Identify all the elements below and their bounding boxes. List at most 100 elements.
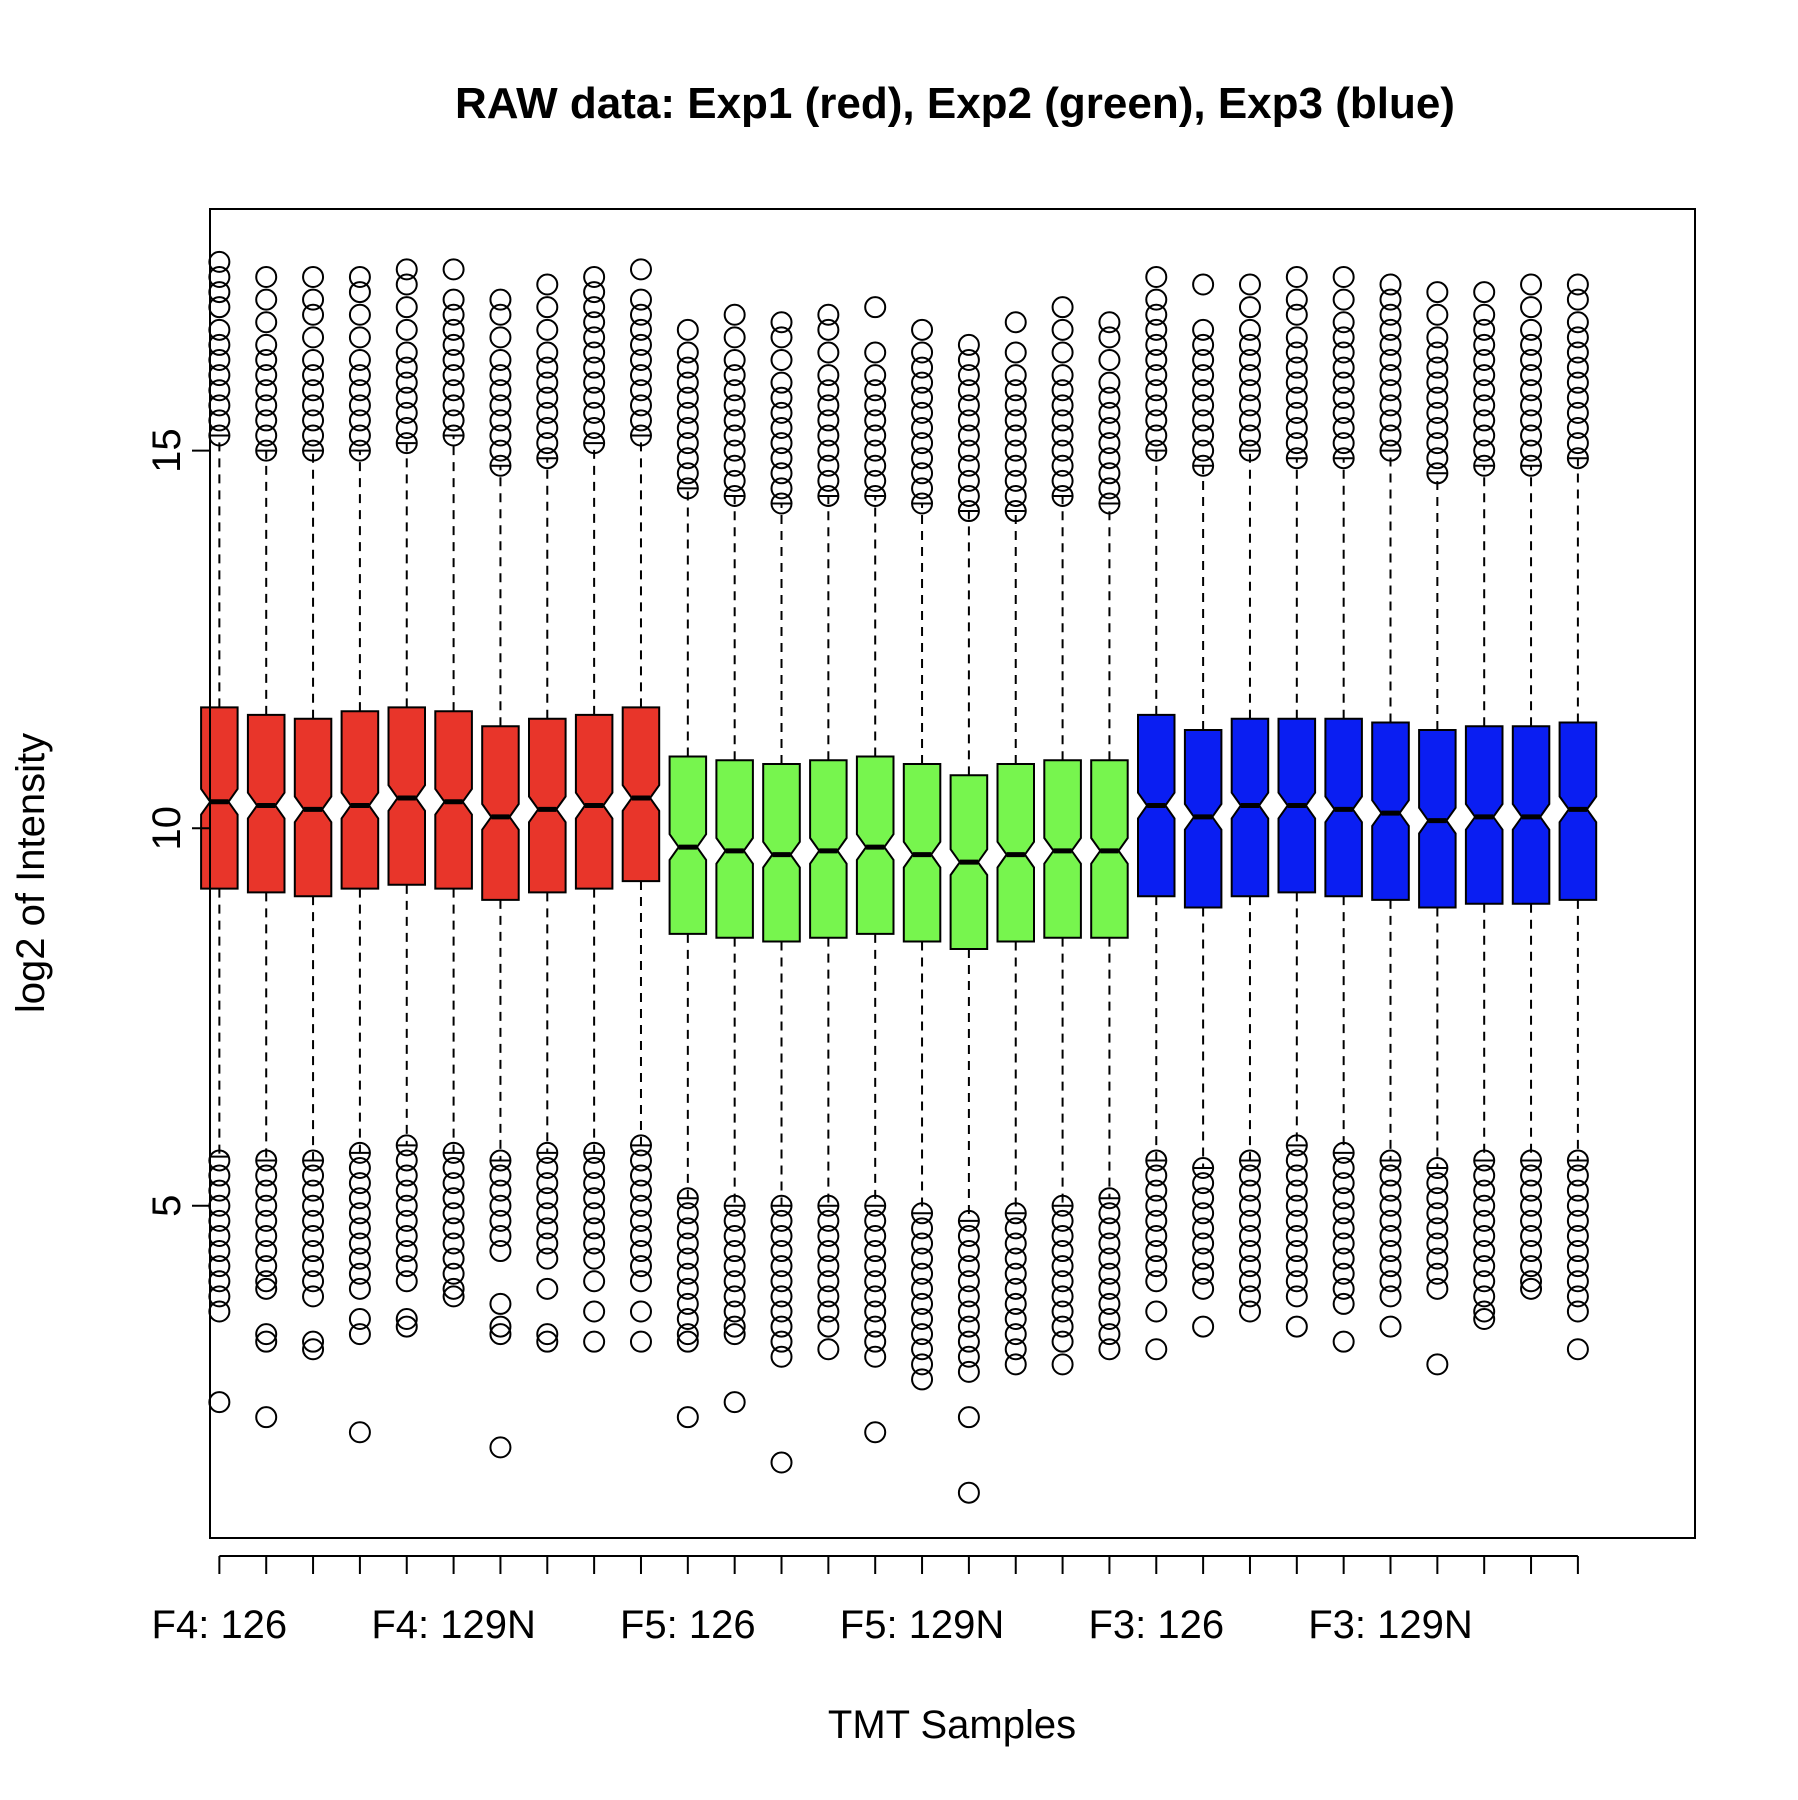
outlier-point xyxy=(255,1240,278,1263)
outlier-point xyxy=(1145,1209,1168,1232)
outlier-point xyxy=(536,356,559,379)
outlier-point xyxy=(1566,416,1589,439)
outlier-point xyxy=(536,1172,559,1195)
outlier-point xyxy=(864,1255,887,1278)
outlier-point xyxy=(1098,1232,1121,1255)
outlier-point xyxy=(255,394,278,417)
outlier-point xyxy=(817,1285,840,1308)
outlier-point xyxy=(1098,1277,1121,1300)
outlier-point xyxy=(583,341,606,364)
outlier-point xyxy=(629,1149,652,1172)
box-18 xyxy=(996,311,1035,1376)
outlier-point xyxy=(1332,1277,1355,1300)
outlier-point xyxy=(1145,1149,1168,1172)
outlier-point xyxy=(255,1149,278,1172)
outlier-point xyxy=(442,394,465,417)
outlier-point xyxy=(864,1209,887,1232)
outlier-point xyxy=(1426,401,1449,424)
outlier-point xyxy=(911,386,934,409)
outlier-point xyxy=(1238,349,1261,372)
outlier-point xyxy=(255,1194,278,1217)
outlier-point xyxy=(864,409,887,432)
outlier-point xyxy=(911,1368,934,1391)
outlier-point xyxy=(817,439,840,462)
outlier-point xyxy=(1004,424,1027,447)
outlier-point xyxy=(1426,1187,1449,1210)
outlier-point xyxy=(1051,296,1074,319)
y-tick-label: 15 xyxy=(145,428,189,473)
outlier-point xyxy=(1379,273,1402,296)
outlier-point xyxy=(1238,1194,1261,1217)
outlier-point xyxy=(770,1285,793,1308)
outlier-point xyxy=(629,1134,652,1157)
outlier-point xyxy=(770,1255,793,1278)
outlier-point xyxy=(957,409,980,432)
plot-area xyxy=(200,250,1598,1504)
outlier-point xyxy=(1426,1353,1449,1376)
outlier-point xyxy=(676,1187,699,1210)
outlier-point xyxy=(1566,1255,1589,1278)
outlier-point xyxy=(1520,1209,1543,1232)
outlier-point xyxy=(302,303,325,326)
outlier-point xyxy=(1473,424,1496,447)
outlier-point xyxy=(1192,273,1215,296)
outlier-point xyxy=(770,1209,793,1232)
outlier-point xyxy=(302,364,325,387)
outlier-point xyxy=(676,416,699,439)
box-8 xyxy=(528,273,567,1353)
outlier-point xyxy=(957,469,980,492)
outlier-point xyxy=(1520,1277,1543,1300)
outlier-point xyxy=(1566,1285,1589,1308)
outlier-point xyxy=(1426,341,1449,364)
outlier-point xyxy=(1473,1149,1496,1172)
outlier-point xyxy=(536,273,559,296)
outlier-point xyxy=(1098,1202,1121,1225)
outlier-point xyxy=(348,439,371,462)
outlier-point xyxy=(723,1270,746,1293)
outlier-point xyxy=(395,371,418,394)
outlier-point xyxy=(208,318,231,341)
outlier-point xyxy=(911,1323,934,1346)
outlier-point xyxy=(1192,409,1215,432)
outlier-point xyxy=(1473,1194,1496,1217)
outlier-point xyxy=(1145,303,1168,326)
outlier-point xyxy=(817,1270,840,1293)
box-11 xyxy=(668,318,708,1429)
outlier-point xyxy=(1051,394,1074,417)
outlier-point xyxy=(1566,1300,1589,1323)
outlier-point xyxy=(957,1285,980,1308)
outlier-point xyxy=(1520,333,1543,356)
outlier-point xyxy=(583,1270,606,1293)
outlier-point xyxy=(676,432,699,455)
outlier-point xyxy=(348,349,371,372)
outlier-point xyxy=(676,341,699,364)
outlier-point xyxy=(1332,1156,1355,1179)
outlier-point xyxy=(723,1255,746,1278)
box-2 xyxy=(246,265,286,1429)
outlier-point xyxy=(1285,341,1308,364)
outlier-point xyxy=(864,1194,887,1217)
outlier-point xyxy=(723,379,746,402)
outlier-point xyxy=(1426,371,1449,394)
outlier-point xyxy=(583,401,606,424)
outlier-point xyxy=(911,416,934,439)
outlier-point xyxy=(1285,1240,1308,1263)
outlier-point xyxy=(1192,424,1215,447)
outlier-point xyxy=(536,1141,559,1164)
outlier-point xyxy=(1098,477,1121,500)
outlier-point xyxy=(629,333,652,356)
outlier-point xyxy=(1238,1255,1261,1278)
outlier-point xyxy=(442,288,465,311)
outlier-point xyxy=(1426,462,1449,485)
outlier-point xyxy=(957,1209,980,1232)
box-body xyxy=(621,706,661,883)
outlier-point xyxy=(536,447,559,470)
outlier-point xyxy=(255,1323,278,1346)
outlier-point xyxy=(1379,1224,1402,1247)
outlier-point xyxy=(348,1262,371,1285)
outlier-point xyxy=(911,1308,934,1331)
outlier-point xyxy=(1285,1224,1308,1247)
outlier-point xyxy=(302,1285,325,1308)
outlier-point xyxy=(629,288,652,311)
box-26 xyxy=(1371,273,1410,1338)
